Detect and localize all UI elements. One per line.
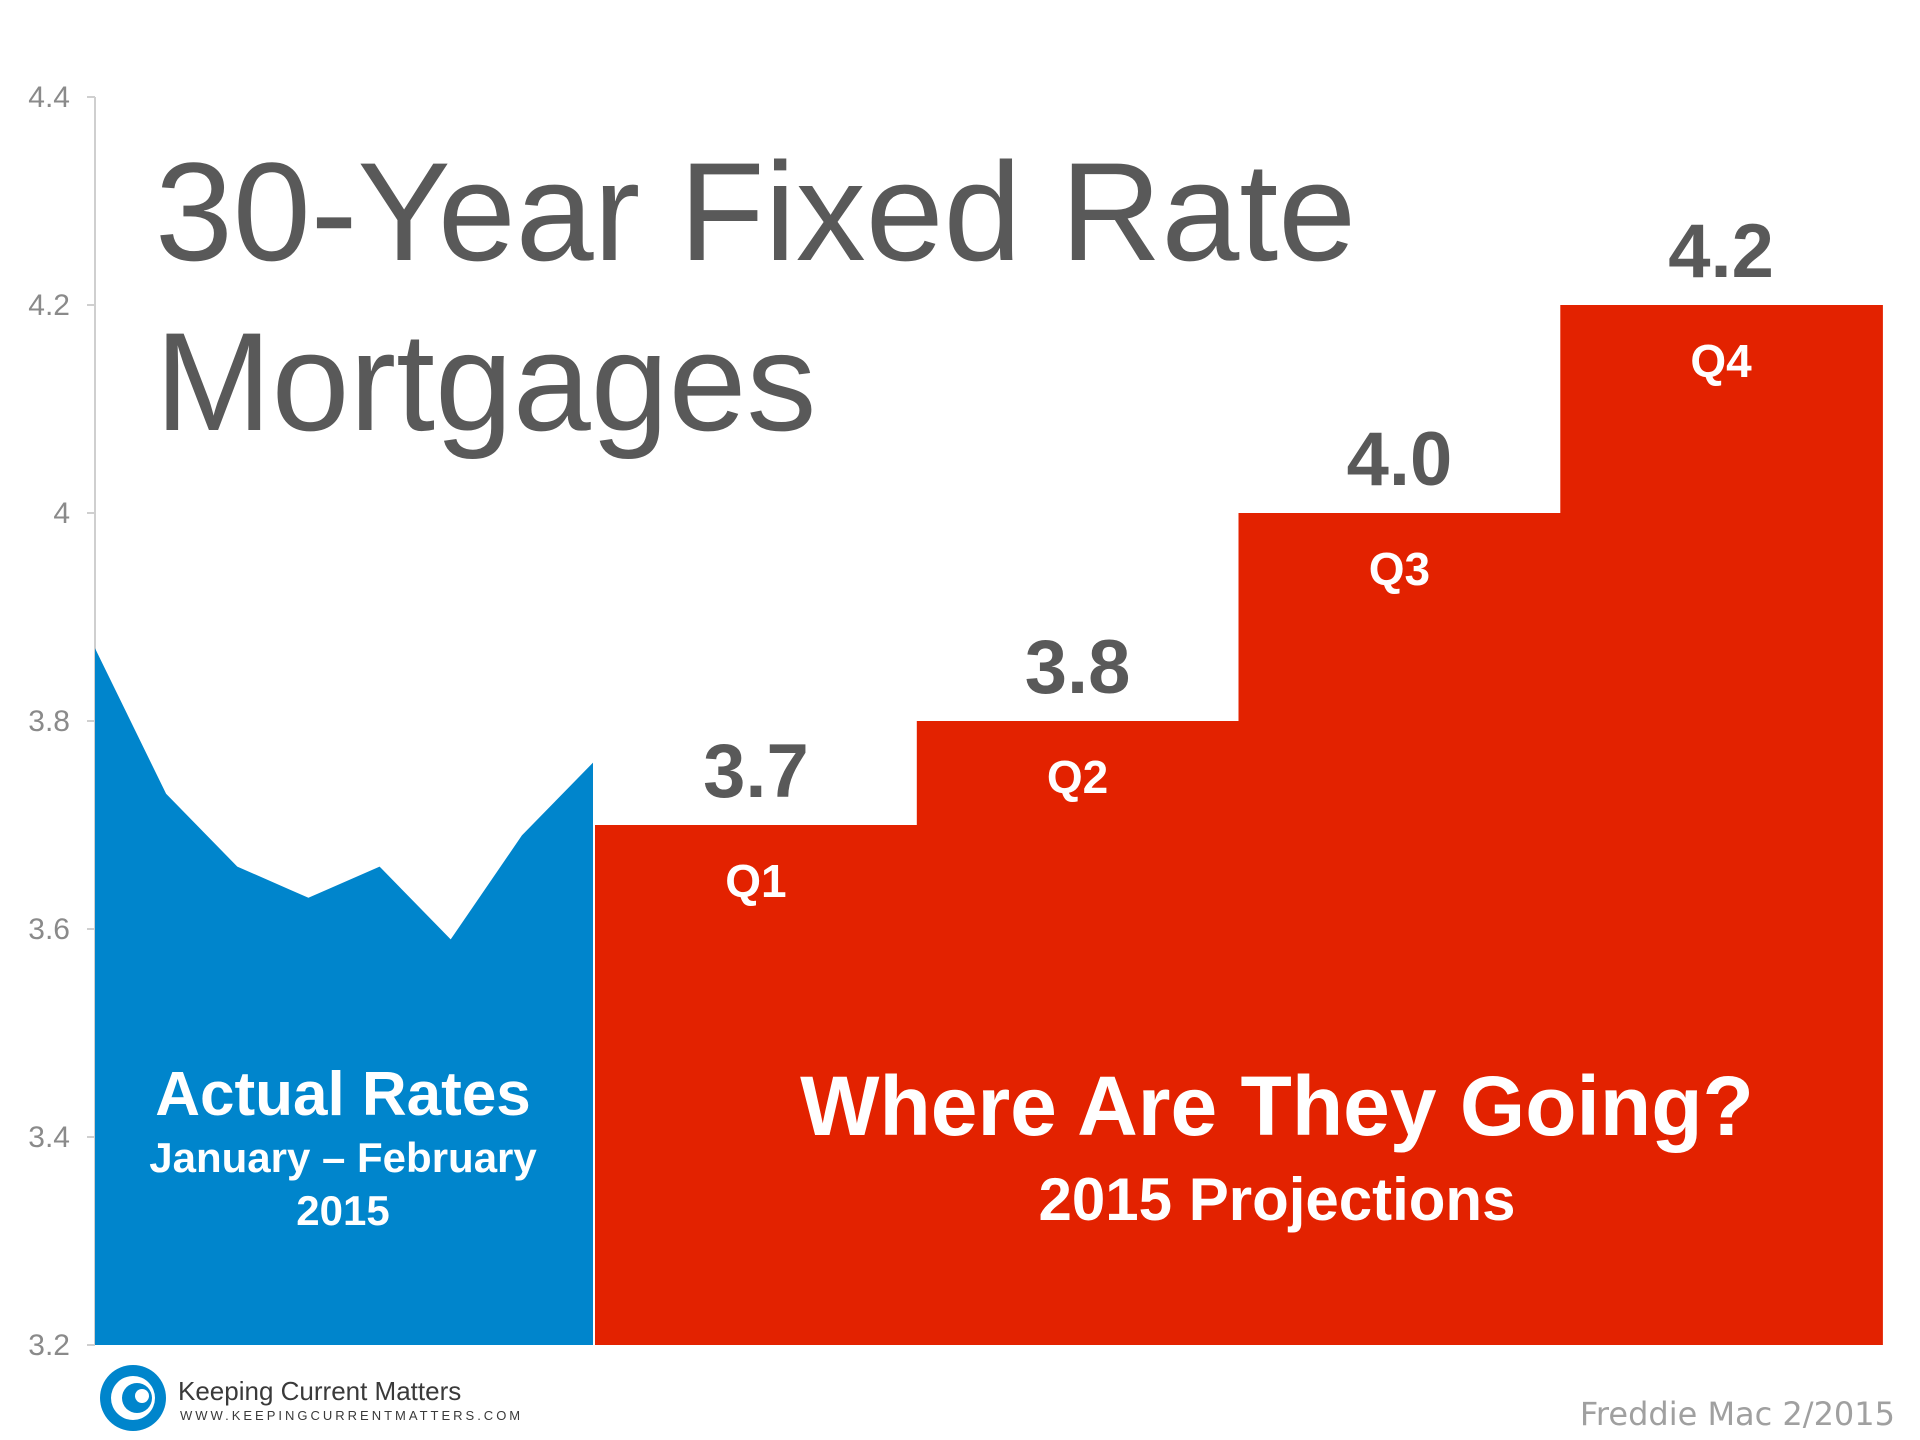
y-tick-label: 4.2 [28,289,70,322]
logo-name: Keeping Current Matters [178,1376,461,1406]
projections-sublabel: 2015 Projections [1039,1166,1516,1233]
projection-value-label: 4.0 [1347,417,1453,502]
swirl-logo-icon [100,1365,166,1431]
source-note: Freddie Mac 2/2015 [1580,1395,1895,1433]
y-tick-label: 3.8 [28,705,70,738]
projection-quarter-label: Q1 [725,855,786,907]
chart-title-line2: Mortgages [155,303,816,460]
y-tick-label: 4.4 [28,81,70,114]
logo: Keeping Current Matters WWW.KEEPINGCURRE… [100,1365,523,1431]
actual-rates-sublabel-line1: January – February [149,1134,537,1181]
y-axis: 4.4 4.2 4 3.8 3.6 3.4 3.2 [28,81,96,1362]
actual-rates-area-group [95,648,593,1345]
projections-label: Where Are They Going? [800,1059,1754,1153]
projection-bar [916,721,1240,1345]
actual-rates-sublabel-line2: 2015 [296,1187,389,1234]
projection-bar [1560,305,1883,1345]
y-tick-label: 3.2 [28,1329,70,1362]
logo-url: WWW.KEEPINGCURRENTMATTERS.COM [180,1408,523,1423]
projection-quarter-label: Q2 [1047,751,1108,803]
y-tick-label: 3.4 [28,1121,70,1154]
actual-rates-area [95,648,593,1345]
projection-quarter-label: Q3 [1369,543,1430,595]
chart-title-line1: 30-Year Fixed Rate [155,133,1356,290]
actual-rates-label: Actual Rates [155,1060,531,1129]
projection-value-label: 3.8 [1025,625,1131,710]
y-tick-label: 4 [53,497,70,530]
projection-steps-group: 3.7 Q1 3.8 Q2 4.0 Q3 4.2 Q4 [595,209,1883,1345]
projection-quarter-label: Q4 [1690,335,1752,387]
projection-bar [1238,513,1562,1345]
projection-value-label: 3.7 [703,729,809,814]
projection-bar [595,825,918,1345]
y-tick-label: 3.6 [28,913,70,946]
projection-value-label: 4.2 [1668,209,1774,294]
